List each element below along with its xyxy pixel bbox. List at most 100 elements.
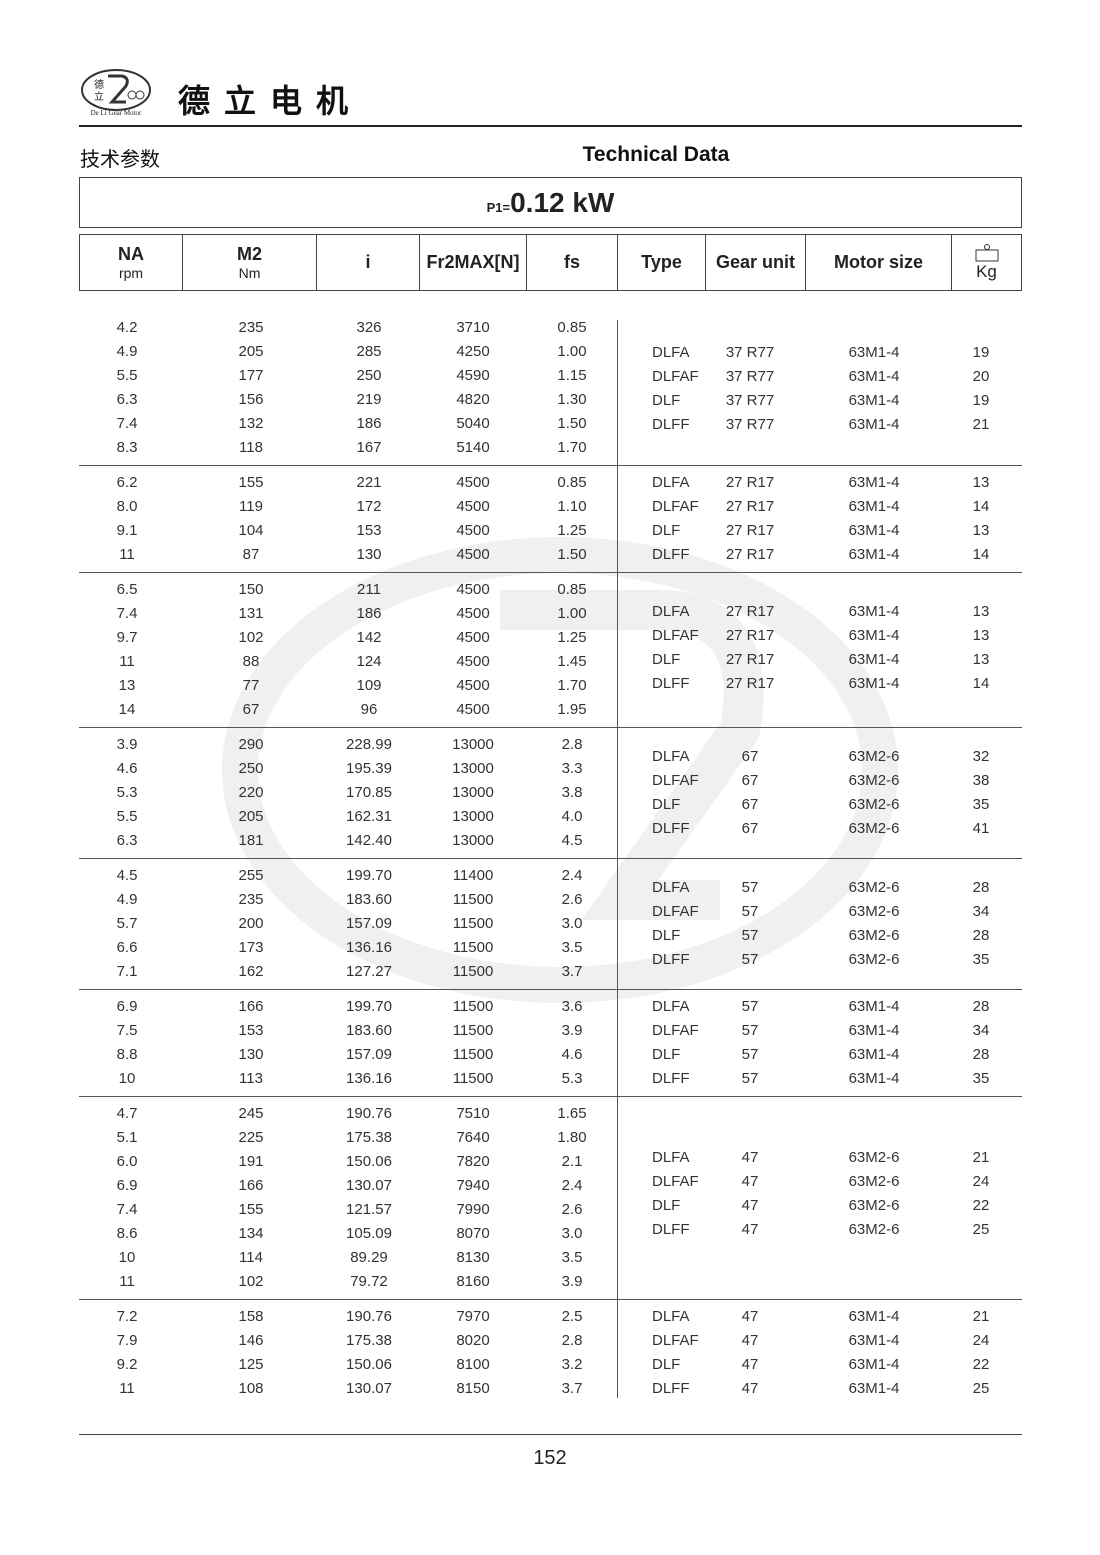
power-value: 0.12 kW [510, 187, 615, 218]
cell-gear-unit: 27 R17 [725, 474, 775, 491]
cell-weight: 13 [972, 603, 990, 620]
cell-fs: 3.6 [561, 998, 583, 1015]
cell-m2: 191 [238, 1153, 264, 1170]
cell-motor-size: 63M2-6 [848, 796, 900, 813]
cell-na: 6.9 [116, 1177, 138, 1194]
cell-i: 79.72 [350, 1273, 388, 1290]
table-row: 7.4 132 186 5040 1.50 [79, 412, 617, 436]
unit-row: DLFF 47 63M2-6 25 [618, 1218, 1022, 1242]
cell-fr2max: 7820 [456, 1153, 490, 1170]
cell-fr2max: 13000 [452, 784, 494, 801]
page-number: 152 [533, 1447, 567, 1469]
cell-m2: 125 [238, 1356, 264, 1373]
cell-fr2max: 4250 [456, 343, 490, 360]
unit-row: DLFA 67 63M2-6 32 [618, 745, 1022, 769]
cell-m2: 245 [238, 1105, 264, 1122]
footer-divider [79, 1434, 1022, 1435]
cell-motor-size: 63M1-4 [848, 603, 900, 620]
cell-fs: 3.7 [561, 1380, 583, 1397]
cell-fr2max: 5140 [456, 439, 490, 456]
cell-fr2max: 11500 [452, 891, 494, 908]
cell-fs: 4.6 [561, 1046, 583, 1063]
cell-type: DLF [652, 522, 681, 539]
cell-fr2max: 4500 [456, 581, 490, 598]
cell-gear-unit: 47 [741, 1173, 759, 1190]
cell-weight: 35 [972, 1070, 990, 1087]
unit-row: DLF 57 63M1-4 28 [618, 1043, 1022, 1067]
cell-type: DLF [652, 1046, 681, 1063]
cell-fr2max: 7970 [456, 1308, 490, 1325]
cell-fr2max: 11500 [452, 915, 494, 932]
cell-i: 250 [356, 367, 382, 384]
cell-na: 5.3 [116, 784, 138, 801]
cell-gear-unit: 37 R77 [725, 368, 775, 385]
cell-fs: 1.80 [557, 1129, 587, 1146]
cell-gear-unit: 57 [741, 927, 759, 944]
cell-na: 3.9 [116, 736, 138, 753]
cell-gear-unit: 47 [741, 1221, 759, 1238]
unit-row: DLFAF 67 63M2-6 38 [618, 769, 1022, 793]
cell-type: DLF [652, 796, 681, 813]
cell-type: DLFA [652, 879, 690, 896]
cell-gear-unit: 27 R17 [725, 603, 775, 620]
cell-m2: 118 [239, 439, 263, 456]
cell-fs: 0.85 [557, 319, 587, 336]
cell-motor-size: 63M2-6 [848, 1197, 900, 1214]
col-na-unit: rpm [118, 265, 144, 281]
cell-na: 8.3 [116, 439, 138, 456]
table-row: 3.9 290 228.99 13000 2.8 [79, 733, 617, 757]
cell-motor-size: 63M2-6 [848, 1221, 900, 1238]
cell-fs: 3.9 [561, 1273, 583, 1290]
cell-na: 11 [119, 1273, 135, 1290]
cell-fs: 1.70 [557, 677, 587, 694]
cell-na: 6.9 [116, 998, 138, 1015]
section-title-en: Technical Data [582, 143, 730, 166]
cell-m2: 177 [238, 367, 264, 384]
cell-fr2max: 4500 [456, 546, 490, 563]
cell-i: 142.40 [346, 832, 392, 849]
cell-fs: 4.5 [561, 832, 583, 849]
col-m2: M2 Nm [183, 235, 317, 290]
cell-fr2max: 11500 [452, 1046, 494, 1063]
table-row: 11 102 79.72 8160 3.9 [79, 1270, 617, 1294]
cell-m2: 200 [238, 915, 264, 932]
cell-fs: 2.5 [561, 1308, 583, 1325]
cell-motor-size: 63M1-4 [848, 1022, 900, 1039]
table-row: 4.5 255 199.70 11400 2.4 [79, 864, 617, 888]
col-fr2max-label: Fr2MAX[N] [426, 252, 520, 272]
cell-fs: 1.50 [557, 546, 587, 563]
group-separator [79, 858, 1022, 859]
cell-na: 11 [119, 1380, 135, 1397]
cell-type: DLFF [652, 1221, 690, 1238]
cell-type: DLFAF [652, 1173, 699, 1190]
cell-motor-size: 63M1-4 [848, 1356, 900, 1373]
table-row: 6.9 166 130.07 7940 2.4 [79, 1174, 617, 1198]
cell-fr2max: 13000 [452, 808, 494, 825]
cell-gear-unit: 47 [741, 1380, 759, 1397]
cell-fs: 1.50 [557, 415, 587, 432]
cell-na: 8.0 [116, 498, 138, 515]
cell-na: 4.2 [116, 319, 138, 336]
cell-weight: 13 [972, 627, 990, 644]
cell-motor-size: 63M2-6 [848, 1173, 900, 1190]
cell-gear-unit: 47 [741, 1149, 759, 1166]
cell-fr2max: 7990 [456, 1201, 490, 1218]
cell-m2: 146 [238, 1332, 264, 1349]
cell-motor-size: 63M1-4 [848, 1380, 900, 1397]
cell-m2: 290 [238, 736, 264, 753]
cell-m2: 155 [238, 474, 264, 491]
unit-row: DLFF 27 R17 63M1-4 14 [618, 543, 1022, 567]
cell-i: 142 [356, 629, 382, 646]
cell-motor-size: 63M2-6 [848, 748, 900, 765]
table-row: 5.5 205 162.31 13000 4.0 [79, 805, 617, 829]
cell-type: DLFA [652, 474, 690, 491]
cell-fr2max: 11500 [452, 963, 494, 980]
cell-motor-size: 63M1-4 [848, 498, 900, 515]
cell-weight: 28 [972, 927, 990, 944]
cell-i: 186 [356, 415, 382, 432]
cell-weight: 13 [972, 651, 990, 668]
table-row: 7.9 146 175.38 8020 2.8 [79, 1329, 617, 1353]
cell-weight: 21 [972, 1308, 990, 1325]
unit-row: DLF 27 R17 63M1-4 13 [618, 519, 1022, 543]
weight-icon [975, 243, 998, 261]
